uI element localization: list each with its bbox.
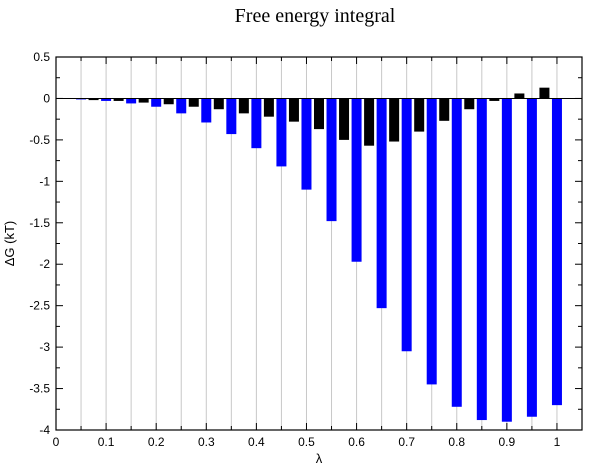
bar-s1-12 <box>389 98 400 142</box>
bar-s1-2 <box>138 98 149 103</box>
bar-s2-4 <box>176 98 187 114</box>
x-tick-label: 0.4 <box>248 435 265 449</box>
x-tick-label: 0.1 <box>98 435 115 449</box>
x-tick-label: 0.3 <box>198 435 215 449</box>
x-tick-label: 0.2 <box>148 435 165 449</box>
bar-s1-13 <box>414 98 425 132</box>
x-tick-label: 0 <box>53 435 60 449</box>
bar-s1-16 <box>489 98 500 101</box>
axis-ticks: 0 0.1 0.2 0.3 0.4 0.5 0.6 0.7 0.8 0.9 1 0.5 0 -0.5 -1 -… <box>29 50 582 449</box>
bar-s2-7 <box>251 98 262 149</box>
bar-s1-8 <box>288 98 299 122</box>
bar-s1-3 <box>163 98 174 105</box>
bar-s1-14 <box>439 98 450 121</box>
bar-s2-17 <box>501 98 512 422</box>
x-tick-label: 0.5 <box>298 435 315 449</box>
bar-s2-10 <box>326 98 337 222</box>
bar-s1-7 <box>263 98 274 117</box>
bar-s2-8 <box>276 98 287 167</box>
bar-s2-19 <box>551 98 562 406</box>
bar-s2-18 <box>526 98 537 417</box>
bar-s1-10 <box>339 98 350 140</box>
bar-s1-9 <box>314 98 324 130</box>
x-tick-label: 0.9 <box>499 435 516 449</box>
bar-s2-14 <box>426 98 437 385</box>
bar-s2-5 <box>201 98 212 123</box>
x-tick-label: 1 <box>554 435 561 449</box>
bar-s2-3 <box>151 98 162 107</box>
x-tick-label: 0.6 <box>348 435 365 449</box>
bar-s1-15 <box>464 98 475 110</box>
y-tick-label: -4 <box>39 423 50 437</box>
y-tick-label: -1.5 <box>29 216 50 230</box>
chart-title: Free energy integral <box>235 5 396 27</box>
bar-s2-9 <box>301 98 312 190</box>
x-axis-label: λ <box>316 451 323 466</box>
bar-s1-1 <box>113 98 124 101</box>
bar-s1-17 <box>514 93 525 99</box>
bar-s1-0 <box>88 98 99 101</box>
y-tick-label: -2 <box>39 257 50 271</box>
y-tick-label: -1 <box>39 174 50 188</box>
y-tick-label: -3 <box>39 340 50 354</box>
y-tick-label: -3.5 <box>29 382 50 396</box>
y-tick-label: 0.5 <box>33 50 50 64</box>
bar-s2-1 <box>101 98 112 101</box>
bars <box>76 87 562 422</box>
bar-s1-4 <box>188 98 199 107</box>
y-tick-label: -2.5 <box>29 299 50 313</box>
bar-s2-11 <box>351 98 362 262</box>
x-tick-label: 0.7 <box>398 435 415 449</box>
bar-s2-16 <box>476 98 487 421</box>
bar-s1-11 <box>364 98 375 146</box>
bar-s2-2 <box>126 98 137 104</box>
y-tick-label: 0 <box>43 91 50 105</box>
bar-s2-12 <box>376 98 387 309</box>
bar-s1-5 <box>213 98 224 110</box>
bar-s1-6 <box>238 98 249 114</box>
bar-s1-18 <box>539 87 550 99</box>
bar-s2-13 <box>401 98 412 352</box>
bar-s2-6 <box>226 98 237 135</box>
x-tick-label: 0.8 <box>448 435 465 449</box>
y-tick-label: -0.5 <box>29 133 50 147</box>
y-axis-label: ΔG (kT) <box>2 221 17 267</box>
bar-s2-15 <box>451 98 462 407</box>
